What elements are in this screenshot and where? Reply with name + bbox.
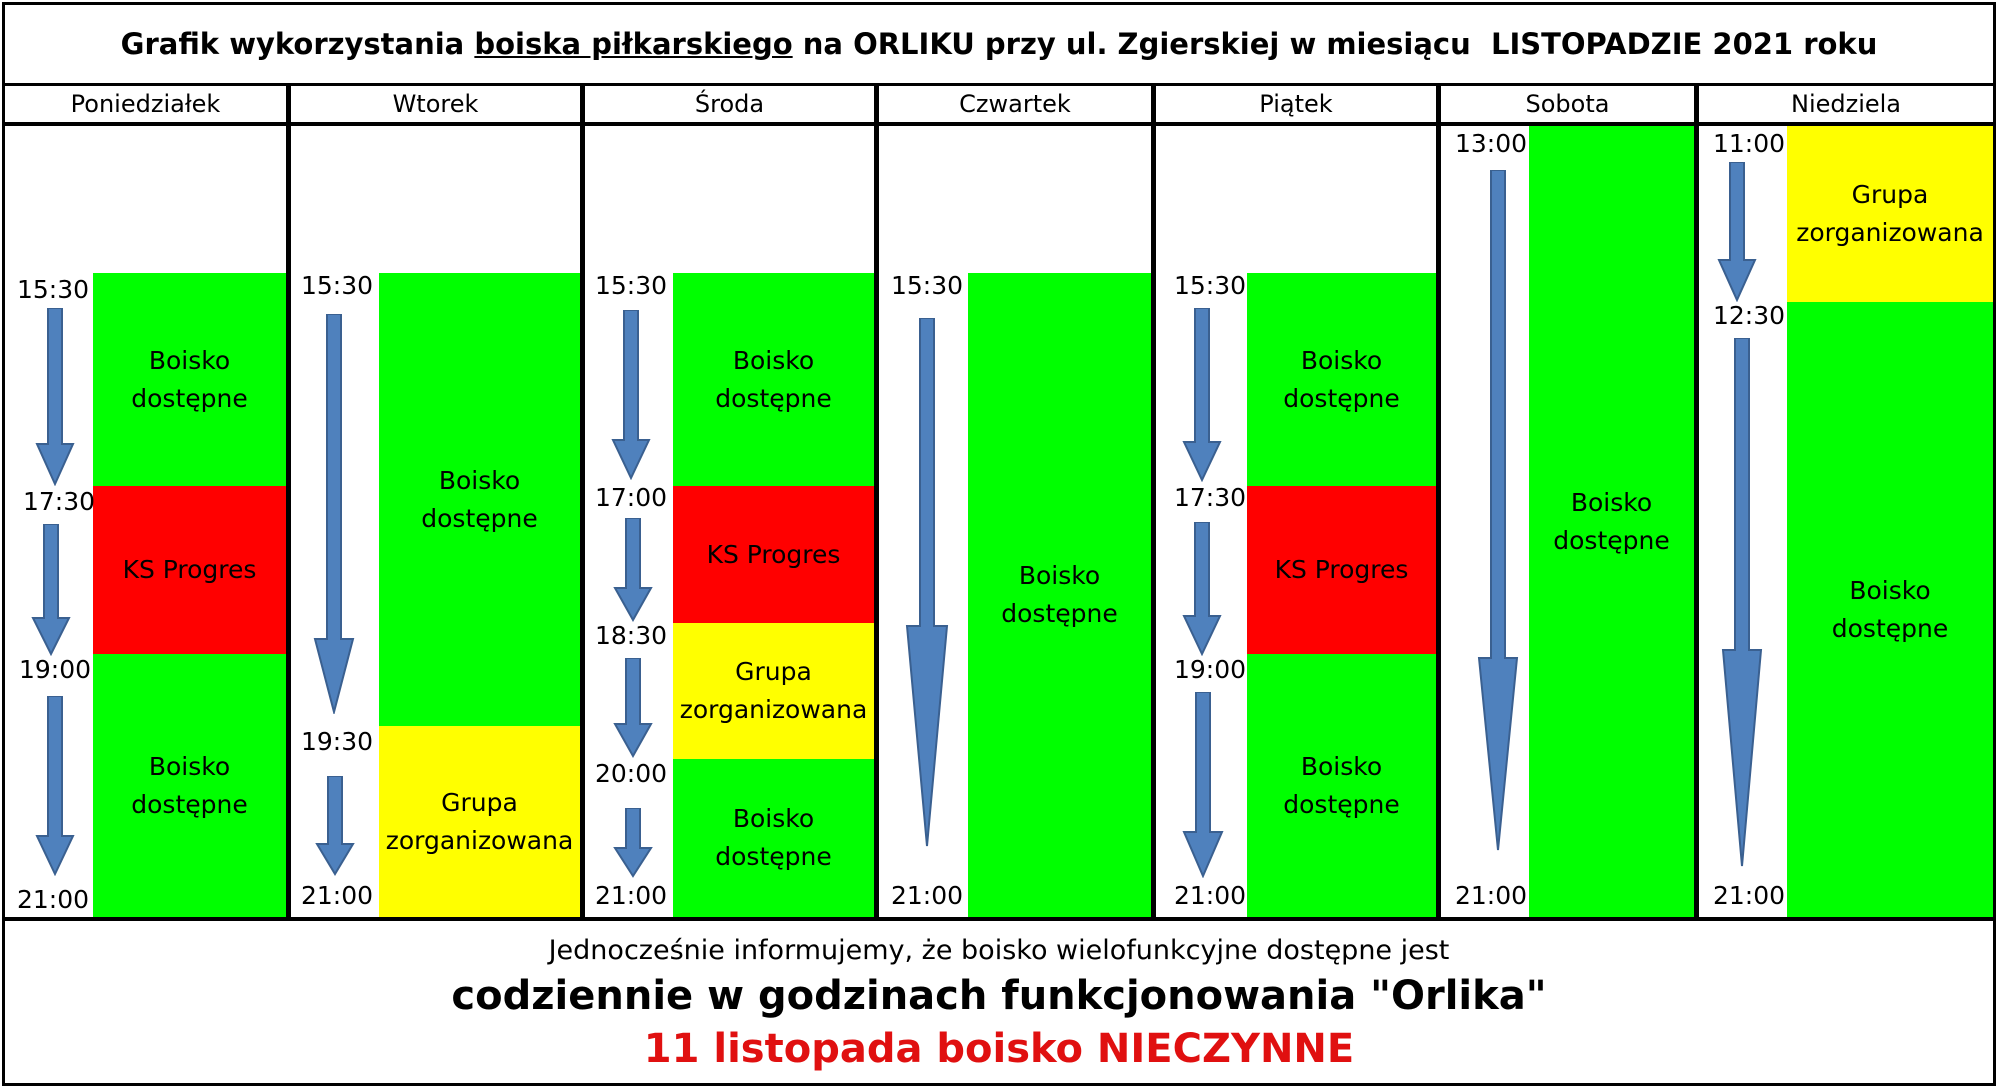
slot-sunday-available: Boisko dostępne <box>1787 302 1993 917</box>
column-divider <box>1694 86 1699 917</box>
time-sunday-2: 12:30 <box>1713 301 1786 330</box>
time-tuesday-end: 21:00 <box>301 881 374 910</box>
time-friday-start: 15:30 <box>1174 271 1247 300</box>
footer-closed-notice: 11 listopada boisko NIECZYNNE <box>643 1026 1355 1072</box>
slot-sunday-group: Grupa zorganizowana <box>1787 126 1993 302</box>
down-arrow-icon <box>35 308 75 486</box>
time-wednesday-end: 21:00 <box>595 881 668 910</box>
down-arrow-icon <box>613 518 653 622</box>
time-monday-end: 21:00 <box>17 885 90 914</box>
slot-friday-ks-progres: KS Progres <box>1247 486 1436 654</box>
down-arrow-icon <box>1477 170 1519 851</box>
page-title: Grafik wykorzystania boiska piłkarskiego… <box>5 5 1993 86</box>
time-friday-3: 19:00 <box>1174 655 1247 684</box>
time-tuesday-2: 19:30 <box>301 727 374 756</box>
time-wednesday-4: 20:00 <box>595 759 668 788</box>
down-arrow-icon <box>313 314 355 714</box>
column-friday: Boisko dostępne KS Progres Boisko dostęp… <box>1156 126 1436 917</box>
day-header-wednesday: Środa <box>694 90 765 118</box>
slot-monday-available-1: Boisko dostępne <box>93 273 286 486</box>
column-divider <box>580 86 585 917</box>
day-header-tuesday: Wtorek <box>392 90 479 118</box>
schedule-grid: Boisko dostępne KS Progres Boisko dostęp… <box>5 126 1993 917</box>
down-arrow-icon <box>613 808 653 878</box>
down-arrow-icon <box>611 310 651 480</box>
down-arrow-icon <box>31 524 71 656</box>
column-monday: Boisko dostępne KS Progres Boisko dostęp… <box>5 126 286 917</box>
time-monday-start: 15:30 <box>17 275 90 304</box>
column-divider <box>1151 86 1156 917</box>
time-sunday-start: 11:00 <box>1713 129 1786 158</box>
slot-saturday-available: Boisko dostępne <box>1529 126 1694 917</box>
column-divider <box>1436 86 1441 917</box>
down-arrow-icon <box>1721 338 1763 867</box>
slot-friday-available-2: Boisko dostępne <box>1247 654 1436 917</box>
time-monday-3: 19:00 <box>19 655 92 684</box>
day-header-sunday: Niedziela <box>1790 90 1902 118</box>
column-wednesday: Boisko dostępne KS Progres Grupa zorgani… <box>585 126 874 917</box>
time-friday-2: 17:30 <box>1174 483 1247 512</box>
down-arrow-icon <box>35 696 75 876</box>
slot-tuesday-available: Boisko dostępne <box>379 273 580 726</box>
column-tuesday: Boisko dostępne Grupa zorganizowana 15:3… <box>291 126 580 917</box>
day-header-friday: Piątek <box>1259 90 1333 118</box>
down-arrow-icon <box>613 658 653 758</box>
day-header-thursday: Czwartek <box>959 90 1071 118</box>
down-arrow-icon <box>1717 162 1757 302</box>
slot-monday-ks-progres: KS Progres <box>93 486 286 654</box>
slot-wednesday-ks-progres: KS Progres <box>673 486 874 623</box>
down-arrow-icon <box>315 776 355 876</box>
time-thursday-end: 21:00 <box>891 881 964 910</box>
time-tuesday-start: 15:30 <box>301 271 374 300</box>
slot-thursday-available: Boisko dostępne <box>968 273 1151 917</box>
time-sunday-end: 21:00 <box>1713 881 1786 910</box>
slot-wednesday-available-1: Boisko dostępne <box>673 273 874 486</box>
time-saturday-end: 21:00 <box>1455 881 1528 910</box>
column-sunday: Grupa zorganizowana Boisko dostępne 11:0… <box>1699 126 1993 917</box>
title-part1: Grafik wykorzystania <box>120 27 475 61</box>
footer-notice: Jednocześnie informujemy, że boisko wiel… <box>5 917 1993 1083</box>
time-monday-2: 17:30 <box>23 487 96 516</box>
time-saturday-start: 13:00 <box>1455 129 1528 158</box>
column-thursday: Boisko dostępne 15:30 21:00 <box>879 126 1151 917</box>
slot-wednesday-group: Grupa zorganizowana <box>673 623 874 759</box>
slot-friday-available-1: Boisko dostępne <box>1247 273 1436 486</box>
footer-info-text: Jednocześnie informujemy, że boisko wiel… <box>548 935 1450 966</box>
day-header-monday: Poniedziałek <box>70 90 221 118</box>
time-friday-end: 21:00 <box>1174 881 1247 910</box>
slot-tuesday-group: Grupa zorganizowana <box>379 726 580 917</box>
down-arrow-icon <box>1182 308 1222 482</box>
title-underlined: boiska piłkarskiego <box>474 27 793 61</box>
time-wednesday-start: 15:30 <box>595 271 668 300</box>
column-divider <box>874 86 879 917</box>
slot-monday-available-2: Boisko dostępne <box>93 654 286 917</box>
down-arrow-icon <box>1182 522 1222 656</box>
day-header-saturday: Sobota <box>1525 90 1610 118</box>
down-arrow-icon <box>905 318 949 847</box>
column-saturday: Boisko dostępne 13:00 21:00 <box>1441 126 1694 917</box>
slot-wednesday-available-2: Boisko dostępne <box>673 759 874 917</box>
column-divider <box>286 86 291 917</box>
days-header: Poniedziałek Wtorek Środa Czwartek Piąte… <box>5 86 1993 126</box>
footer-hours-text: codziennie w godzinach funkcjonowania "O… <box>451 973 1547 1019</box>
title-part2: na ORLIKU przy ul. Zgierskiej w miesiącu… <box>792 27 1878 61</box>
down-arrow-icon <box>1182 692 1224 878</box>
time-wednesday-2: 17:00 <box>595 483 668 512</box>
time-wednesday-3: 18:30 <box>595 621 668 650</box>
time-thursday-start: 15:30 <box>891 271 964 300</box>
